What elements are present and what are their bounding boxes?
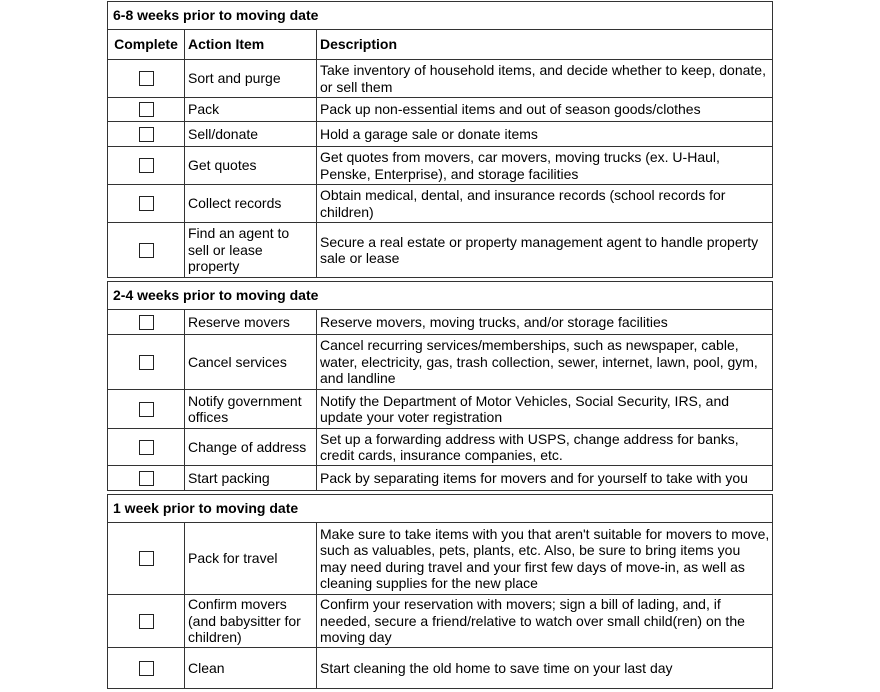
table-row: Get quotes Get quotes from movers, car mo… [108,146,772,184]
table-row: Reserve movers Reserve movers, moving tru… [108,310,772,334]
description: Start cleaning the old home to save time… [320,659,673,676]
action-item: Get quotes [185,147,317,184]
complete-cell [108,523,185,594]
action-item: Collect records [185,185,317,222]
complete-checkbox[interactable] [138,102,154,117]
checklist-section: 6-8 weeks prior to moving date Complete Ac… [107,1,773,278]
complete-cell [108,122,185,146]
complete-cell [108,648,185,688]
action-item: Reserve movers [185,310,317,334]
complete-checkbox[interactable] [138,158,154,173]
complete-cell [108,466,185,490]
table-row: Cancel services Cancel recurring services… [108,334,772,389]
description: Cancel recurring services/memberships, s… [320,337,758,387]
column-header-description: Description [320,36,398,53]
complete-checkbox[interactable] [138,401,154,417]
section-title: 6-8 weeks prior to moving date [108,2,772,30]
description: Get quotes from movers, car movers, movi… [320,149,720,182]
complete-checkbox[interactable] [138,439,154,455]
action-item: Cancel services [185,335,317,389]
complete-cell [108,147,185,184]
column-header-complete: Complete [108,30,185,59]
section-title: 2-4 weeks prior to moving date [108,282,772,310]
description: Pack up non-essential items and out of s… [320,101,701,118]
complete-cell [108,595,185,647]
table-row: Start packing Pack by separating items fo… [108,465,772,490]
table-row: Notify government offices Notify the Depa… [108,389,772,428]
complete-checkbox[interactable] [138,354,154,370]
complete-checkbox[interactable] [138,242,154,258]
complete-cell [108,60,185,97]
complete-checkbox[interactable] [138,551,154,566]
complete-cell [108,429,185,465]
complete-cell [108,335,185,389]
description: Obtain medical, dental, and insurance re… [320,187,726,220]
action-item: Clean [185,648,317,688]
table-row: Collect records Obtain medical, dental, a… [108,184,772,222]
table-row: Pack Pack up non-essential items and out … [108,97,772,121]
moving-checklist: 6-8 weeks prior to moving date Complete Ac… [107,1,773,692]
action-item: Sell/donate [185,122,317,146]
complete-cell [108,223,185,277]
table-row: Find an agent to sell or lease property S… [108,222,772,277]
description: Pack by separating items for movers and … [320,469,748,486]
table-row: Clean Start cleaning the old home to save… [108,647,772,688]
checklist-section: 2-4 weeks prior to moving date Reserve mo… [107,281,773,491]
complete-checkbox[interactable] [138,71,154,86]
checklist-section: 1 week prior to moving date Pack for trav… [107,494,773,689]
action-item: Change of address [185,429,317,465]
table-row: Sell/donate Hold a garage sale or donate … [108,121,772,146]
table-row: Pack for travel Make sure to take items w… [108,523,772,594]
complete-checkbox[interactable] [138,196,154,211]
action-item: Notify government offices [185,390,317,428]
table-row: Sort and purge Take inventory of househol… [108,59,772,97]
description: Make sure to take items with you that ar… [320,525,770,592]
description: Reserve movers, moving trucks, and/or st… [320,313,668,330]
complete-cell [108,390,185,428]
complete-checkbox[interactable] [138,660,154,676]
action-item: Pack [185,98,317,121]
complete-cell [108,310,185,334]
action-item: Sort and purge [185,60,317,97]
description: Confirm your reservation with movers; si… [320,596,745,646]
complete-cell [108,98,185,121]
complete-cell [108,185,185,222]
column-header-action: Action Item [185,30,317,59]
complete-checkbox[interactable] [138,613,154,629]
action-item: Pack for travel [185,523,317,594]
complete-checkbox[interactable] [138,126,154,142]
column-header-row: Complete Action Item Description [108,30,772,59]
description: Notify the Department of Motor Vehicles,… [320,392,730,426]
section-title: 1 week prior to moving date [108,495,772,523]
complete-checkbox[interactable] [138,470,154,486]
action-item: Confirm movers (and babysitter for child… [185,595,317,647]
description: Secure a real estate or property managem… [320,233,759,267]
complete-checkbox[interactable] [138,314,154,330]
action-item: Start packing [185,466,317,490]
table-row: Confirm movers (and babysitter for child… [108,594,772,647]
description: Set up a forwarding address with USPS, c… [320,430,739,464]
description: Hold a garage sale or donate items [320,125,538,142]
action-item: Find an agent to sell or lease property [185,223,317,277]
table-row: Change of address Set up a forwarding add… [108,428,772,465]
description: Take inventory of household items, and d… [320,62,766,95]
